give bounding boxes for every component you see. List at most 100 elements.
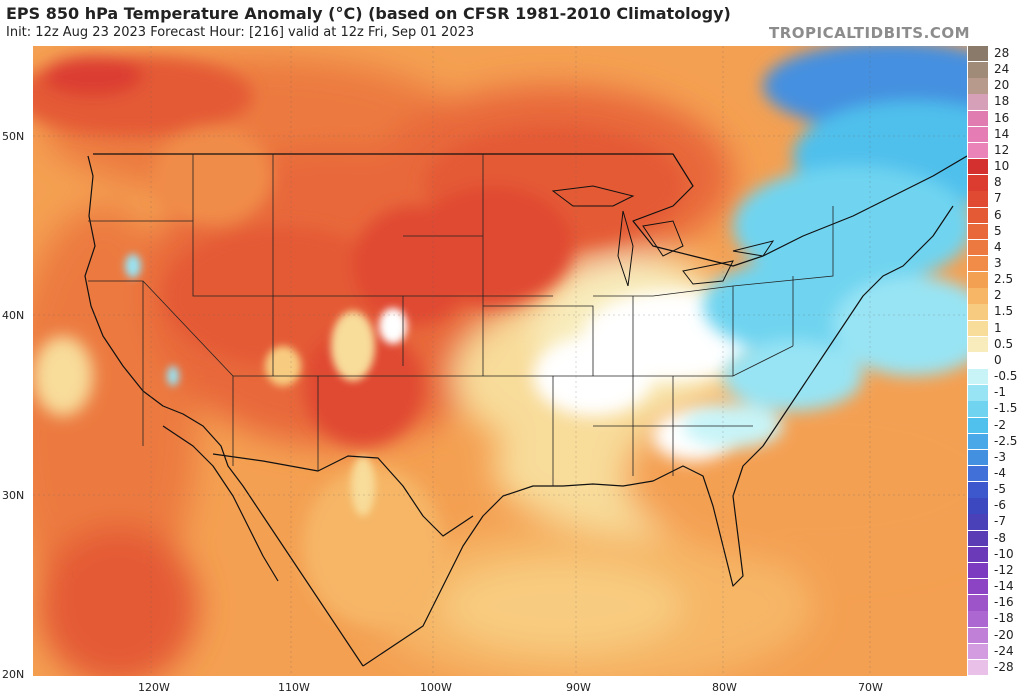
latitude-label: 30N: [2, 489, 25, 502]
legend-label: 12: [994, 142, 1010, 157]
legend-swatch: [968, 320, 988, 336]
legend-label: -10: [994, 546, 1014, 561]
anomaly-field: [33, 46, 967, 676]
legend-swatch: [968, 546, 988, 563]
longitude-label: 80W: [712, 681, 737, 694]
legend-swatch: [968, 498, 988, 514]
legend-label: 16: [994, 110, 1010, 125]
longitude-label: 110W: [278, 681, 310, 694]
legend-swatch: [968, 482, 988, 498]
legend-label: -16: [994, 595, 1014, 610]
legend-label: -12: [994, 562, 1014, 577]
legend-label: 2.5: [994, 272, 1014, 287]
state-lines: [88, 154, 834, 486]
legend-swatch: [968, 449, 988, 466]
legend-swatch: [968, 643, 988, 660]
legend-swatch: [968, 579, 988, 595]
legend-swatch: [968, 401, 988, 417]
legend-label: 14: [994, 126, 1010, 141]
longitude-label: 120W: [138, 681, 170, 694]
legend-swatch: [968, 595, 988, 611]
legend-swatch: [968, 223, 988, 240]
legend-label: 5: [994, 223, 1002, 238]
legend-label: 18: [994, 94, 1010, 109]
longitude-label: 90W: [566, 681, 591, 694]
legend-swatch: [968, 78, 988, 94]
legend-label: 0.5: [994, 336, 1014, 351]
map-title: EPS 850 hPa Temperature Anomaly (°C) (ba…: [6, 4, 731, 23]
legend-swatch: [968, 94, 988, 110]
legend-label: 1.5: [994, 304, 1014, 319]
legend-swatch: [968, 369, 988, 385]
legend-label: -0.5: [994, 369, 1018, 384]
legend-label: 4: [994, 239, 1002, 254]
legend-label: 10: [994, 159, 1010, 174]
baja-coastline: [162, 425, 279, 582]
color-legend: 28 24 20 18 16 14 12 10 8 7 6 5 4 3 2.5 2 1.5 1 0.5 0 -0.5 -1…: [968, 46, 1024, 676]
legend-swatch: [968, 562, 988, 579]
legend-swatch: [968, 352, 988, 369]
longitude-label: 70W: [858, 681, 883, 694]
latitude-label: 20N: [2, 668, 25, 681]
legend-label: -2: [994, 417, 1006, 432]
legend-label: 24: [994, 62, 1010, 77]
brand-watermark: TROPICALTIDBITS.COM: [769, 24, 970, 42]
legend-swatch: [968, 288, 988, 304]
map-header: EPS 850 hPa Temperature Anomaly (°C) (ba…: [0, 0, 1024, 46]
legend-label: -8: [994, 530, 1006, 545]
legend-swatch: [968, 46, 988, 62]
legend-label: -1: [994, 385, 1006, 400]
legend-label: -2.5: [994, 433, 1018, 448]
gridlines: [33, 46, 967, 676]
legend-swatch: [968, 466, 988, 482]
legend-label: -18: [994, 611, 1014, 626]
legend-label: -28: [994, 659, 1014, 674]
legend-swatch: [968, 627, 988, 643]
legend-label: 2: [994, 288, 1002, 303]
legend-swatch: [968, 611, 988, 627]
longitude-label: 100W: [420, 681, 452, 694]
legend-swatch: [968, 142, 988, 159]
latitude-label: 40N: [2, 309, 25, 322]
legend-label: 1: [994, 320, 1002, 335]
legend-swatch: [968, 126, 988, 143]
legend-label: -5: [994, 482, 1006, 497]
legend-swatch: [968, 191, 988, 207]
legend-label: -3: [994, 449, 1006, 464]
legend-swatch: [968, 433, 988, 450]
legend-label: 28: [994, 46, 1010, 60]
legend-label: 8: [994, 175, 1002, 190]
legend-swatch: [968, 175, 988, 191]
us-mexico-border: [212, 453, 474, 537]
legend-label: -7: [994, 514, 1006, 529]
legend-label: -1.5: [994, 401, 1018, 416]
legend-swatch: [968, 272, 988, 288]
legend-swatch: [968, 304, 988, 320]
legend-label: -24: [994, 643, 1014, 658]
legend-swatch: [968, 159, 988, 175]
legend-swatch: [968, 256, 988, 272]
legend-swatch: [968, 659, 988, 676]
legend-label: -4: [994, 466, 1006, 480]
legend-swatch: [968, 336, 988, 353]
latitude-label: 50N: [2, 130, 25, 143]
legend-label: -20: [994, 627, 1014, 642]
legend-swatch: [968, 239, 988, 256]
legend-swatch: [968, 385, 988, 401]
legend-label: 6: [994, 207, 1002, 222]
legend-label: -6: [994, 498, 1006, 513]
us-canada-border: [93, 153, 967, 267]
legend-swatch: [968, 207, 988, 223]
legend-label: 7: [994, 191, 1002, 206]
legend-label: 0: [994, 352, 1002, 367]
legend-label: -14: [994, 579, 1014, 594]
legend-label: 20: [994, 78, 1010, 93]
temperature-anomaly-map: [33, 46, 967, 676]
map-canvas: [33, 46, 967, 676]
map-subtitle: Init: 12z Aug 23 2023 Forecast Hour: [21…: [6, 25, 475, 40]
legend-label: 3: [994, 256, 1002, 270]
legend-swatch: [968, 110, 988, 126]
legend-swatch: [968, 530, 988, 546]
legend-swatch: [968, 514, 988, 530]
legend-swatch: [968, 417, 988, 433]
